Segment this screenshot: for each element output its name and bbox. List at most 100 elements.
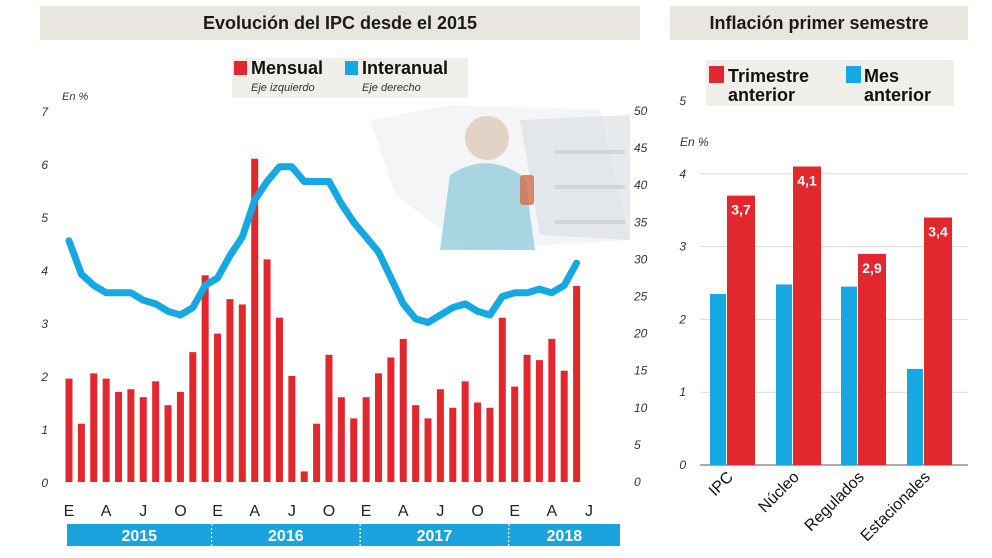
monthly-bar [127,389,135,482]
monthly-bar [325,354,333,482]
monthly-bar [387,357,395,482]
right-chart-y-tick-label: 4 [679,167,686,181]
mes-anterior-bar [841,286,857,465]
category-label: IPC [706,469,737,500]
category-label: Núcleo [756,469,803,516]
left-y-tick-label: 3 [41,317,48,331]
legend-swatch-trimestre [709,66,724,83]
monthly-bar [449,407,457,482]
year-label: 2016 [268,528,304,545]
left-y-axis-label: En % [62,91,89,103]
right-chart-y-tick-label: 0 [679,458,686,472]
right-chart-y-axis-label: En % [680,135,709,149]
legend-label-trimestre-line2: anterior [728,85,795,105]
category-label: Estacionales [858,469,934,545]
legend-label-mes-line1: Mes [864,66,899,86]
right-y-tick-label: 40 [634,178,648,192]
x-month-label: E [64,503,75,520]
x-month-label: E [361,503,372,520]
monthly-bar [337,397,345,482]
monthly-bar [115,391,123,482]
legend-label-mes-line2: anterior [864,85,931,105]
monthly-bar [362,397,370,482]
x-month-label: A [398,503,409,520]
legend-box [706,60,954,106]
monthly-bar [350,418,358,482]
x-month-label: A [101,503,112,520]
right-y-tick-label: 5 [634,438,641,452]
monthly-bar [251,158,259,482]
monthly-bar [498,317,506,482]
monthly-bar [214,333,222,482]
trimestre-value-label: 3,7 [731,202,751,218]
right-y-tick-label: 35 [634,215,648,229]
left-y-tick-label: 0 [41,476,48,490]
left-y-tick-label: 5 [41,211,48,225]
trimestre-value-label: 2,9 [862,260,882,276]
right-y-tick-label: 50 [634,104,648,118]
mes-anterior-bar [776,284,792,465]
right-y-tick-label: 20 [633,327,648,341]
x-month-label: O [323,503,335,520]
monthly-bar [461,381,469,482]
trimestre-anterior-bar [727,195,755,465]
monthly-bar [152,381,160,482]
right-y-tick-label: 45 [634,141,648,155]
x-month-label: J [436,503,444,520]
left-y-tick-label: 6 [41,158,48,172]
trimestre-value-label: 3,4 [928,223,948,239]
background-photo [370,105,630,250]
monthly-bar [573,285,581,482]
x-month-label: O [471,503,483,520]
monthly-bar [201,275,209,482]
left-y-tick-label: 1 [41,423,48,437]
right-chart-y-tick-label: 5 [679,94,686,108]
monthly-bar [511,386,519,482]
trimestre-anterior-bar [924,217,952,465]
trimestre-value-label: 4,1 [797,173,817,189]
year-band [67,524,620,546]
trimestre-anterior-bar [858,253,886,465]
monthly-bar [164,405,172,482]
year-label: 2018 [547,528,583,545]
monthly-bar [523,354,531,482]
legend-swatch-interanual [345,61,358,75]
monthly-bar [474,402,482,482]
x-month-label: J [139,503,147,520]
year-label: 2015 [121,528,157,545]
monthly-bar [375,373,382,482]
monthly-bar [313,423,321,482]
monthly-bar [90,373,98,482]
mes-anterior-bar [710,293,726,465]
monthly-bar [560,370,568,482]
category-label: Regulados [802,469,868,535]
monthly-bar [535,360,543,482]
monthly-bar [288,376,296,482]
monthly-bar [300,471,308,482]
monthly-bar [139,397,147,482]
right-y-tick-label: 30 [634,252,648,266]
x-month-label: A [249,503,260,520]
monthly-bar [226,299,234,482]
x-month-label: J [288,503,296,520]
monthly-bar [189,352,197,482]
legend-label-interanual: Interanual [362,58,448,78]
x-month-label: O [174,503,186,520]
legend-swatch-mes [846,66,861,83]
right-chart-y-tick-label: 1 [679,385,686,399]
right-y-tick-label: 25 [633,290,648,304]
monthly-bar [412,405,420,482]
monthly-bar [102,378,110,482]
monthly-bar [65,378,73,482]
legend-label-mensual: Mensual [251,58,323,78]
x-month-label: A [546,503,557,520]
monthly-bar [263,259,271,482]
legend-label-trimestre-line1: Trimestre [728,66,809,86]
right-y-tick-label: 10 [634,401,648,415]
x-month-label: J [585,503,593,520]
right-chart-title: Inflación primer semestre [670,6,968,40]
monthly-bar [176,391,184,482]
